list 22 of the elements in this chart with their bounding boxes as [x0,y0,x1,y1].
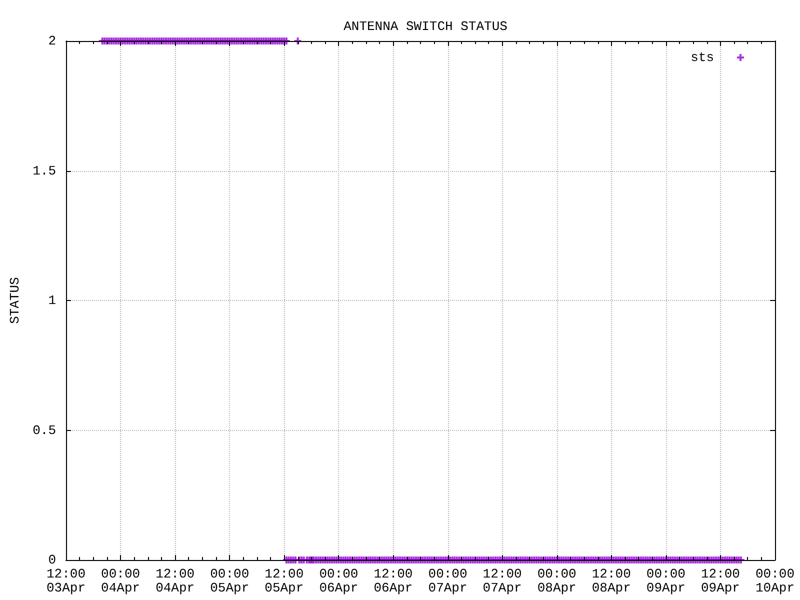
x-tick-label: 00:00 06Apr [319,566,358,596]
y-tick-label: 0.5 [32,422,56,438]
y-tick-label: 2 [48,34,56,48]
x-tick-label: 12:00 09Apr [700,566,740,596]
x-tick-label: 00:00 04Apr [101,566,140,596]
x-tick-label: 12:00 08Apr [592,566,631,596]
x-tick-label: 00:00 10Apr [755,566,795,596]
chart-title: ANTENNA SWITCH STATUS [344,19,508,34]
x-tick-label: 00:00 08Apr [537,566,576,596]
x-tick-label: 00:00 07Apr [428,566,468,596]
y-axis-title: STATUS [8,276,23,324]
y-tick-label: 0 [48,552,56,568]
x-tick-label: 12:00 04Apr [156,566,195,596]
x-tick-label: 12:00 07Apr [482,566,522,596]
x-tick-label: 12:00 03Apr [46,566,86,596]
x-tick-label: 00:00 05Apr [210,566,250,596]
y-tick-label: 1.5 [32,163,56,178]
legend-label: sts [690,50,714,65]
x-tick-label: 00:00 09Apr [646,566,686,596]
x-tick-label: 12:00 06Apr [374,566,413,596]
x-tick-label: 12:00 05Apr [264,566,304,596]
y-tick-label: 1 [48,293,56,308]
